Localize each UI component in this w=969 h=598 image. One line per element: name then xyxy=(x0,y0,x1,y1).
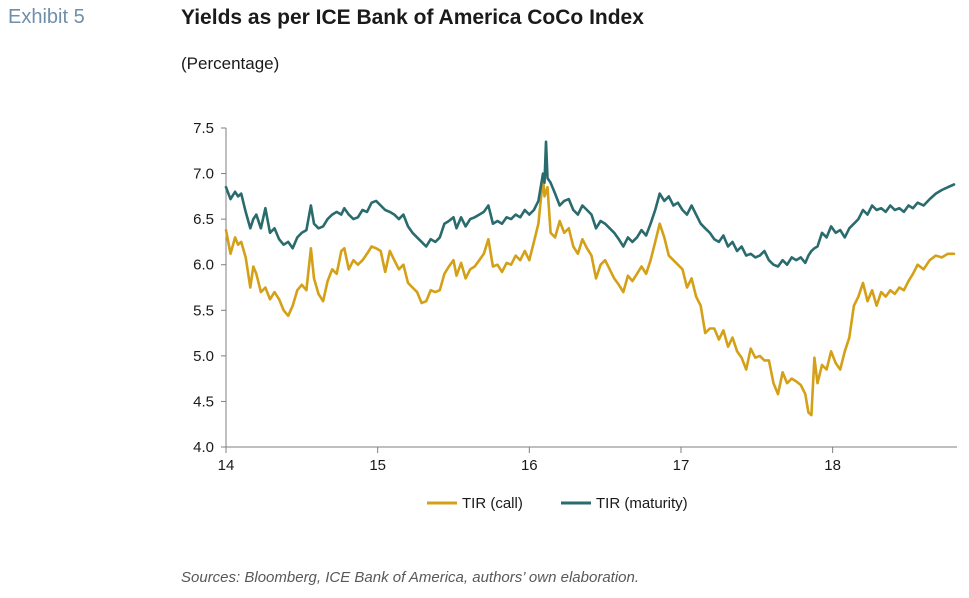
series-line-tir-maturity xyxy=(224,140,956,268)
legend-label: TIR (maturity) xyxy=(596,495,688,512)
chart-subtitle: (Percentage) xyxy=(181,54,280,73)
chart-legend: TIR (call) TIR (maturity) xyxy=(427,495,688,512)
x-tick-label: 17 xyxy=(673,457,690,474)
series-line-tir-call xyxy=(224,176,956,417)
y-tick-label: 6.0 xyxy=(193,257,214,274)
y-tick-label: 5.0 xyxy=(193,348,214,365)
exhibit-label: Exhibit 5 xyxy=(8,6,85,28)
x-tick-label: 14 xyxy=(218,457,235,474)
source-note: Sources: Bloomberg, ICE Bank of America,… xyxy=(181,569,640,586)
y-tick-label: 4.5 xyxy=(193,393,214,410)
legend-label: TIR (call) xyxy=(462,495,523,512)
y-tick-label: 5.5 xyxy=(193,302,214,319)
chart-series xyxy=(224,140,956,417)
chart-axes: 4.0 4.5 5.0 5.5 6.0 6.5 7.0 7.5 14 15 16 17 18 xyxy=(193,120,957,474)
x-tick-label: 15 xyxy=(369,457,386,474)
y-tick-label: 7.5 xyxy=(193,120,214,137)
y-tick-label: 4.0 xyxy=(193,439,214,456)
y-tick-label: 7.0 xyxy=(193,166,214,183)
x-tick-label: 16 xyxy=(521,457,538,474)
chart-title: Yields as per ICE Bank of America CoCo I… xyxy=(181,6,644,29)
x-tick-label: 18 xyxy=(824,457,841,474)
y-tick-label: 6.5 xyxy=(193,211,214,228)
